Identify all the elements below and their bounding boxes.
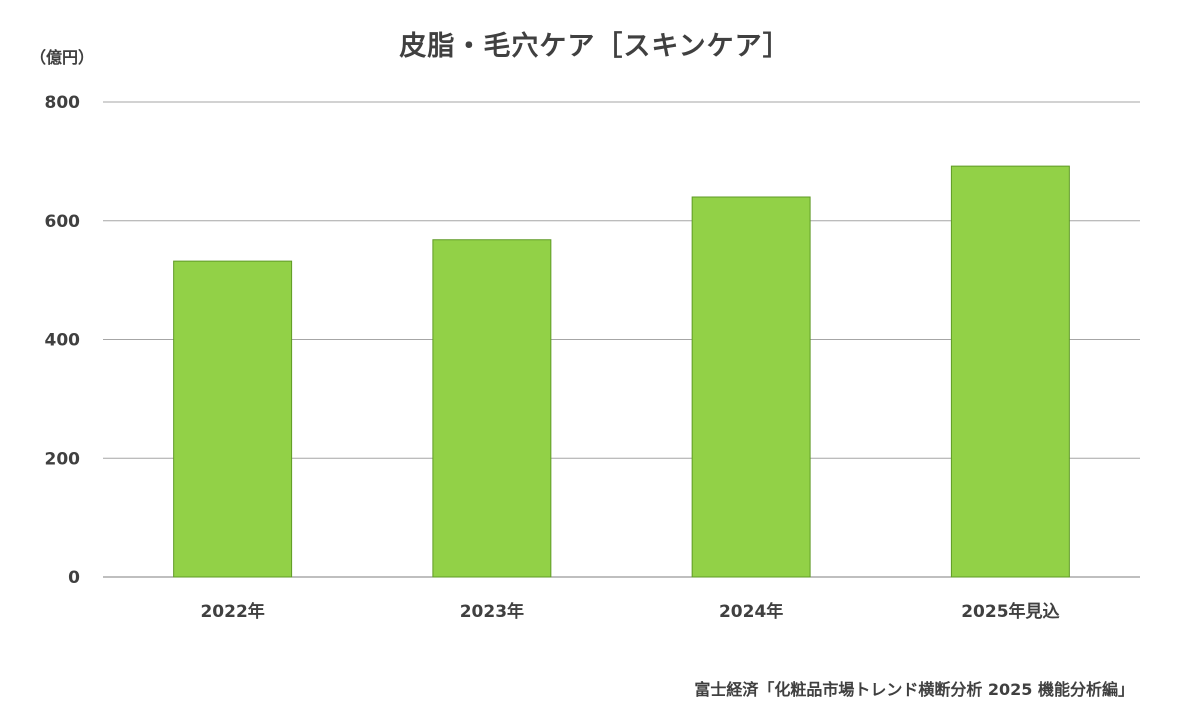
x-tick-label: 2024年 xyxy=(719,601,783,622)
bar xyxy=(173,260,293,578)
y-tick-label: 200 xyxy=(45,449,81,469)
source-note: 富士経済「化粧品市場トレンド横断分析 2025 機能分析編」 xyxy=(694,680,1134,699)
y-tick-label: 0 xyxy=(68,568,80,588)
bar xyxy=(691,196,811,578)
bar xyxy=(950,165,1070,578)
y-tick-label: 400 xyxy=(45,331,81,351)
x-tick-label: 2025年見込 xyxy=(961,601,1059,622)
chart-title: 皮脂・毛穴ケア［スキンケア］ xyxy=(399,31,791,62)
x-tick-label: 2022年 xyxy=(200,601,264,622)
x-tick-label: 2023年 xyxy=(460,601,524,622)
bar xyxy=(432,239,552,578)
y-tick-label: 600 xyxy=(45,212,81,232)
y-axis-unit-label: （億円） xyxy=(30,48,95,67)
y-tick-label: 800 xyxy=(45,93,81,113)
